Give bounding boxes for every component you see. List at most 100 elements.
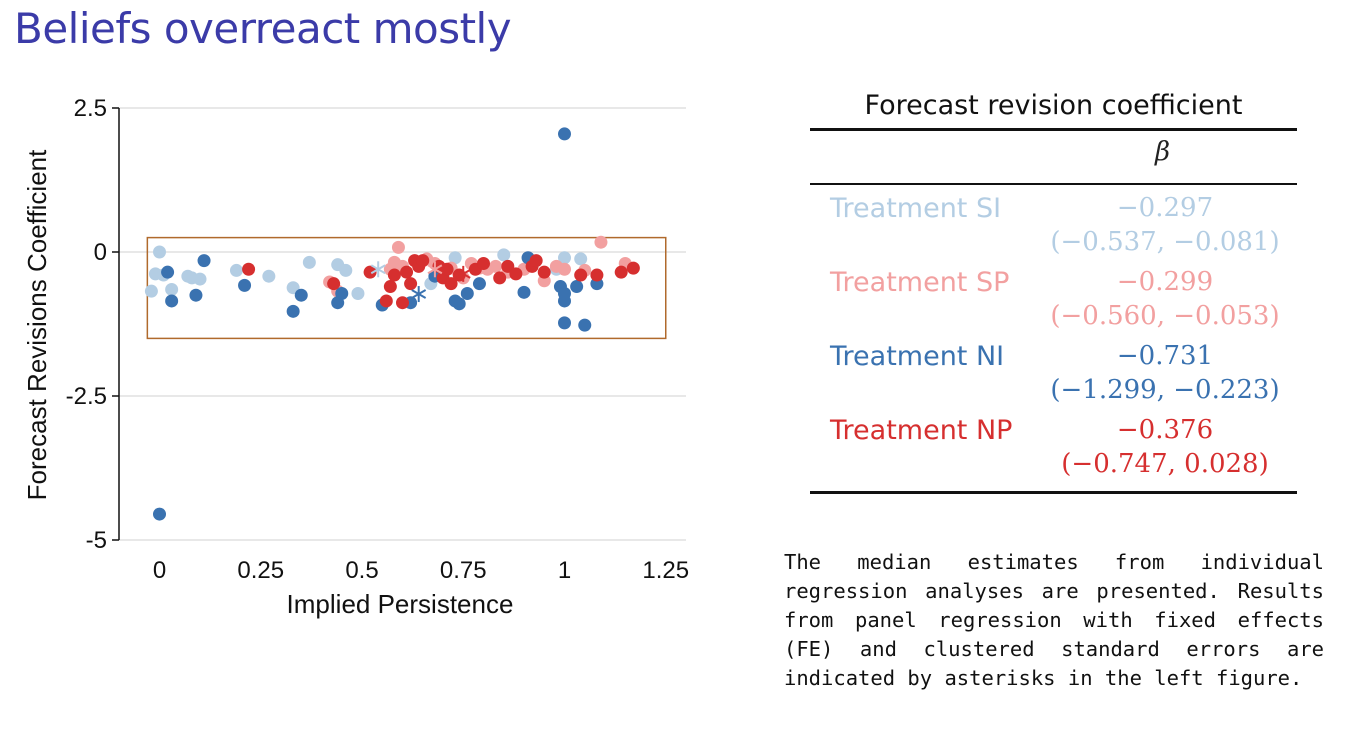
axis-ticks: 2.5 0 -2.5 -5 0 0.25 0.5 0.75 1 1.25 [66, 95, 689, 584]
scatter-point [242, 262, 256, 276]
scatter-point [614, 265, 628, 279]
confidence-interval: (−1.299, −0.223) [1050, 375, 1280, 405]
treatment-name: Treatment NI [830, 341, 1005, 372]
estimate-value: −0.297 [1116, 193, 1214, 223]
scatter-point [339, 263, 353, 277]
scatter-point [626, 261, 640, 275]
x-tick-label: 0.5 [345, 557, 378, 584]
x-tick-label: 1 [558, 557, 571, 584]
asterisk-stroke [455, 269, 471, 279]
treatment-name: Treatment SI [830, 193, 1002, 224]
table-title: Forecast revision coefficient [864, 90, 1243, 121]
x-tick-label: 0 [153, 557, 166, 584]
table-top-rule [810, 128, 1297, 131]
scatter-point [448, 251, 462, 265]
confidence-interval: (−0.747, 0.028) [1061, 449, 1269, 479]
scatter-point [229, 263, 243, 277]
y-axis-label: Forecast Revisions Coefficient [22, 149, 52, 500]
fe-asterisk-marker [427, 261, 443, 278]
scatter-point [387, 268, 401, 282]
scatter-point [327, 277, 341, 291]
scatter-point [574, 252, 588, 266]
fe-asterisk-marker [455, 265, 471, 282]
y-tick-label: 0 [94, 239, 107, 266]
scatter-point [416, 254, 430, 268]
asterisk-stroke [427, 264, 443, 275]
scatter-point [477, 257, 490, 271]
scatter-point [517, 285, 531, 299]
scatter-point [383, 280, 397, 294]
scatter-point [493, 271, 507, 285]
y-tick-label: -2.5 [66, 383, 107, 410]
scatter-point [153, 245, 166, 259]
scatter-point [294, 288, 308, 302]
scatter-point [594, 235, 608, 249]
data-points [144, 127, 640, 521]
fe-asterisk-marker [370, 261, 386, 278]
scatter-point [404, 277, 418, 291]
treatment-name: Treatment SP [830, 267, 1010, 298]
confidence-interval: (−0.560, −0.053) [1050, 301, 1280, 331]
table-row: Treatment NP −0.376 (−0.747, 0.028) [810, 409, 1297, 483]
scatter-point [472, 277, 486, 291]
scatter-point [391, 240, 405, 254]
scatter-point [452, 297, 466, 311]
confidence-interval: (−0.537, −0.081) [1050, 227, 1280, 257]
scatter-point [570, 280, 584, 294]
slide-title: Beliefs overreact mostly [14, 4, 512, 53]
table-header: β [810, 131, 1297, 183]
scatter-point [379, 294, 393, 308]
scatter-point [197, 254, 211, 268]
scatter-point [509, 267, 523, 281]
scatter-point [302, 255, 316, 269]
scatter-point [529, 254, 543, 268]
estimate-value: −0.731 [1116, 341, 1214, 371]
x-axis-label: Implied Persistence [287, 589, 514, 619]
scatter-point [144, 284, 158, 298]
scatter-point [161, 265, 175, 279]
estimate-value: −0.299 [1116, 267, 1214, 297]
x-tick-label: 0.75 [440, 557, 487, 584]
scatter-point [286, 304, 300, 318]
coefficient-table: Forecast revision coefficient β Treatmen… [810, 84, 1297, 494]
table-body: Treatment SI −0.297 (−0.537, −0.081) Tre… [810, 185, 1297, 491]
scatter-point [497, 248, 511, 262]
beta-column-header: β [1155, 137, 1171, 167]
scatter-chart: 2.5 0 -2.5 -5 0 0.25 0.5 0.75 1 1.25 Implied Pers… [22, 95, 689, 619]
asterisk-stroke [370, 264, 386, 275]
estimate-value: −0.376 [1116, 415, 1214, 445]
scatter-point [440, 262, 454, 276]
scatter-point [193, 272, 207, 286]
scatter-point [558, 316, 571, 330]
table-row: Treatment NI −0.731 (−1.299, −0.223) [810, 335, 1297, 409]
scatter-point [558, 294, 571, 308]
treatment-name: Treatment NP [830, 415, 1013, 446]
scatter-point [460, 286, 474, 300]
asterisk-stroke [411, 289, 427, 299]
scatter-point [396, 296, 409, 310]
scatter-point [165, 282, 179, 296]
table-mid-rule [810, 183, 1297, 185]
scatter-point [590, 268, 604, 282]
figure-note: The median estimates from individual reg… [784, 550, 1324, 690]
scatter-point [165, 294, 179, 308]
grid-lines [119, 107, 686, 541]
scatter-point [574, 268, 588, 282]
scatter-point [578, 318, 592, 332]
y-tick-label: 2.5 [74, 95, 107, 122]
scatter-point [351, 286, 365, 300]
x-tick-label: 0.25 [237, 557, 284, 584]
fe-asterisk-marker [411, 286, 427, 303]
scatter-point [537, 265, 551, 279]
scatter-point [558, 127, 571, 141]
scatter-point [400, 265, 414, 279]
scatter-point [558, 262, 571, 276]
table-row: Treatment SI −0.297 (−0.537, −0.081) [810, 187, 1297, 261]
scatter-point [335, 286, 349, 300]
scatter-point [444, 277, 458, 291]
scatter-point [153, 507, 166, 521]
scatter-point [558, 251, 571, 265]
scatter-point [489, 259, 503, 273]
table-row: Treatment SP −0.299 (−0.560, −0.053) [810, 261, 1297, 335]
y-tick-label: -5 [86, 527, 107, 554]
